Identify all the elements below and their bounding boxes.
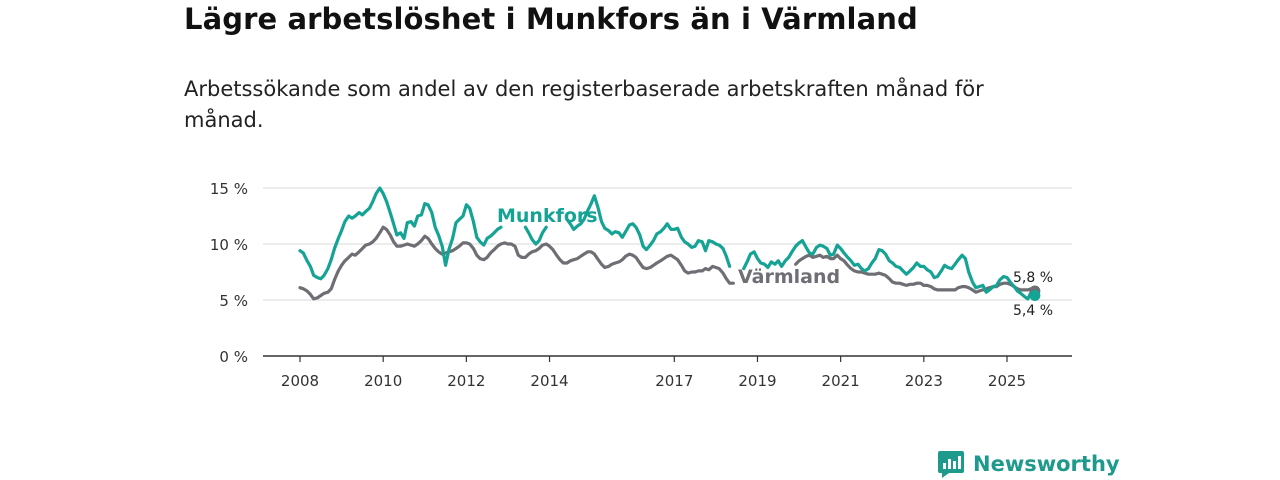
gridlines: [263, 187, 1072, 301]
end-label-varmland: 5,8 %: [1013, 270, 1053, 286]
x-tick-label: 2021: [822, 372, 860, 390]
series-labels: Munkfors Värmland 5,8 % 5,4 %: [497, 205, 1053, 319]
series-line-munkfors: [298, 186, 1037, 301]
series-line-varmland: [298, 225, 1037, 301]
y-tick-label: 10 %: [210, 236, 248, 254]
x-tick-label: 2012: [447, 372, 485, 390]
brand-name: Newsworthy: [973, 452, 1120, 476]
x-tick-label: 2017: [655, 372, 693, 390]
y-tick-label: 5 %: [219, 292, 248, 310]
x-tick-label: 2010: [364, 372, 402, 390]
chart-title: Lägre arbetslöshet i Munkfors än i Värml…: [184, 2, 918, 36]
y-tick-label: 0 %: [219, 348, 248, 366]
end-label-munkfors: 5,4 %: [1013, 303, 1053, 319]
series-label-varmland: Värmland: [738, 266, 840, 288]
x-tick-label: 2014: [530, 372, 568, 390]
chart-subtitle: Arbetssökande som andel av den registerb…: [184, 77, 984, 132]
end-markers: [1029, 285, 1041, 302]
newsworthy-logo-icon: [938, 451, 964, 478]
y-tick-label: 15 %: [210, 180, 248, 198]
x-tick-label: 2025: [988, 372, 1026, 390]
x-tick-label: 2008: [281, 372, 319, 390]
x-axis-ticks: 2008 2010 2012 2014 2017 2019 2021 2023 2025: [281, 356, 1026, 390]
brand-logo[interactable]: Newsworthy: [937, 449, 1120, 479]
x-tick-label: 2019: [738, 372, 776, 390]
end-marker-munkfors: [1029, 290, 1041, 302]
series-label-munkfors: Munkfors: [497, 205, 598, 227]
y-axis-tick-labels: 0 % 5 % 10 % 15 %: [210, 180, 248, 366]
x-tick-label: 2023: [905, 372, 943, 390]
series-lines: [298, 186, 1037, 301]
